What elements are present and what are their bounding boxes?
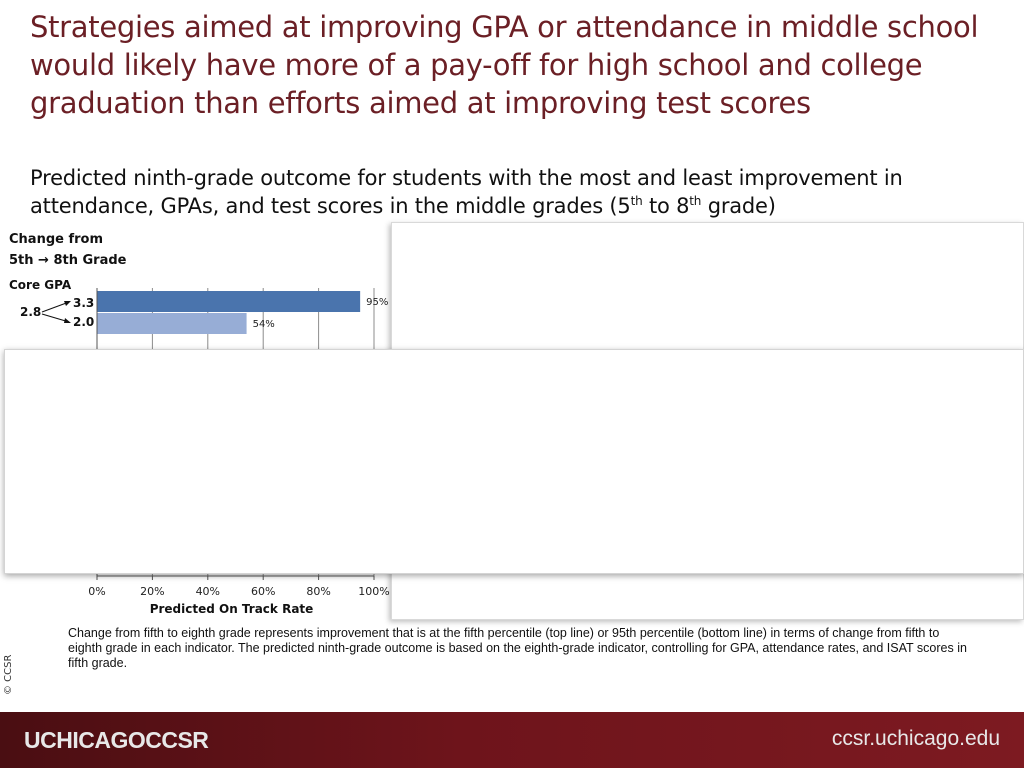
x-axis-title: Predicted On Track Rate xyxy=(150,602,314,616)
arrow-up-line xyxy=(41,301,70,313)
ccsr-logo: UCHICAGOCCSR xyxy=(24,727,209,753)
x-tick-label: 0% xyxy=(88,585,105,598)
overlay-panel xyxy=(4,349,1024,574)
subtitle-sup-1: th xyxy=(630,194,643,208)
x-tick-label: 60% xyxy=(251,585,275,598)
x-tick-label: 80% xyxy=(306,585,330,598)
chart-bars: 95% 54% xyxy=(97,291,388,334)
subtitle-text-3: grade) xyxy=(701,194,776,218)
bar-data-label: 95% xyxy=(366,297,388,308)
indicator-start-value: 2.8 xyxy=(20,305,42,319)
footer-url[interactable]: ccsr.uchicago.edu xyxy=(831,727,1000,750)
change-arrows xyxy=(41,301,71,323)
change-header-line2: 5th → 8th Grade xyxy=(9,253,127,268)
arrow-up-head xyxy=(64,301,71,306)
footer-bar: UCHICAGOCCSR ccsr.uchicago.edu xyxy=(0,712,1024,768)
change-header-line1: Change from xyxy=(9,232,104,247)
subtitle-sup-2: th xyxy=(689,194,702,208)
indicator-end-bottom-value: 2.0 xyxy=(73,315,95,329)
slide-subtitle: Predicted ninth-grade outcome for studen… xyxy=(30,164,990,220)
bar xyxy=(97,313,247,334)
chart-axis: 0% 20% 40% 60% 80% 100% Predicted On Track Rat… xyxy=(88,288,390,616)
change-header: Change from 5th → 8th Grade xyxy=(9,229,159,271)
copyright: © CCSR xyxy=(3,654,14,695)
bar-data-label: 54% xyxy=(253,319,275,330)
arrow-down-head xyxy=(64,318,71,323)
bar xyxy=(97,291,361,312)
x-tick-label: 20% xyxy=(140,585,164,598)
slide-title: Strategies aimed at improving GPA or att… xyxy=(30,10,979,120)
x-tick-label: 100% xyxy=(358,585,389,598)
indicator-label: Core GPA xyxy=(9,278,72,292)
indicator-end-top-value: 3.3 xyxy=(73,296,95,310)
x-tick-label: 40% xyxy=(196,585,220,598)
subtitle-text-1: Predicted ninth-grade outcome for studen… xyxy=(30,166,903,218)
footnote: Change from fifth to eighth grade repres… xyxy=(68,626,967,670)
subtitle-text-2: to 8 xyxy=(642,194,690,218)
